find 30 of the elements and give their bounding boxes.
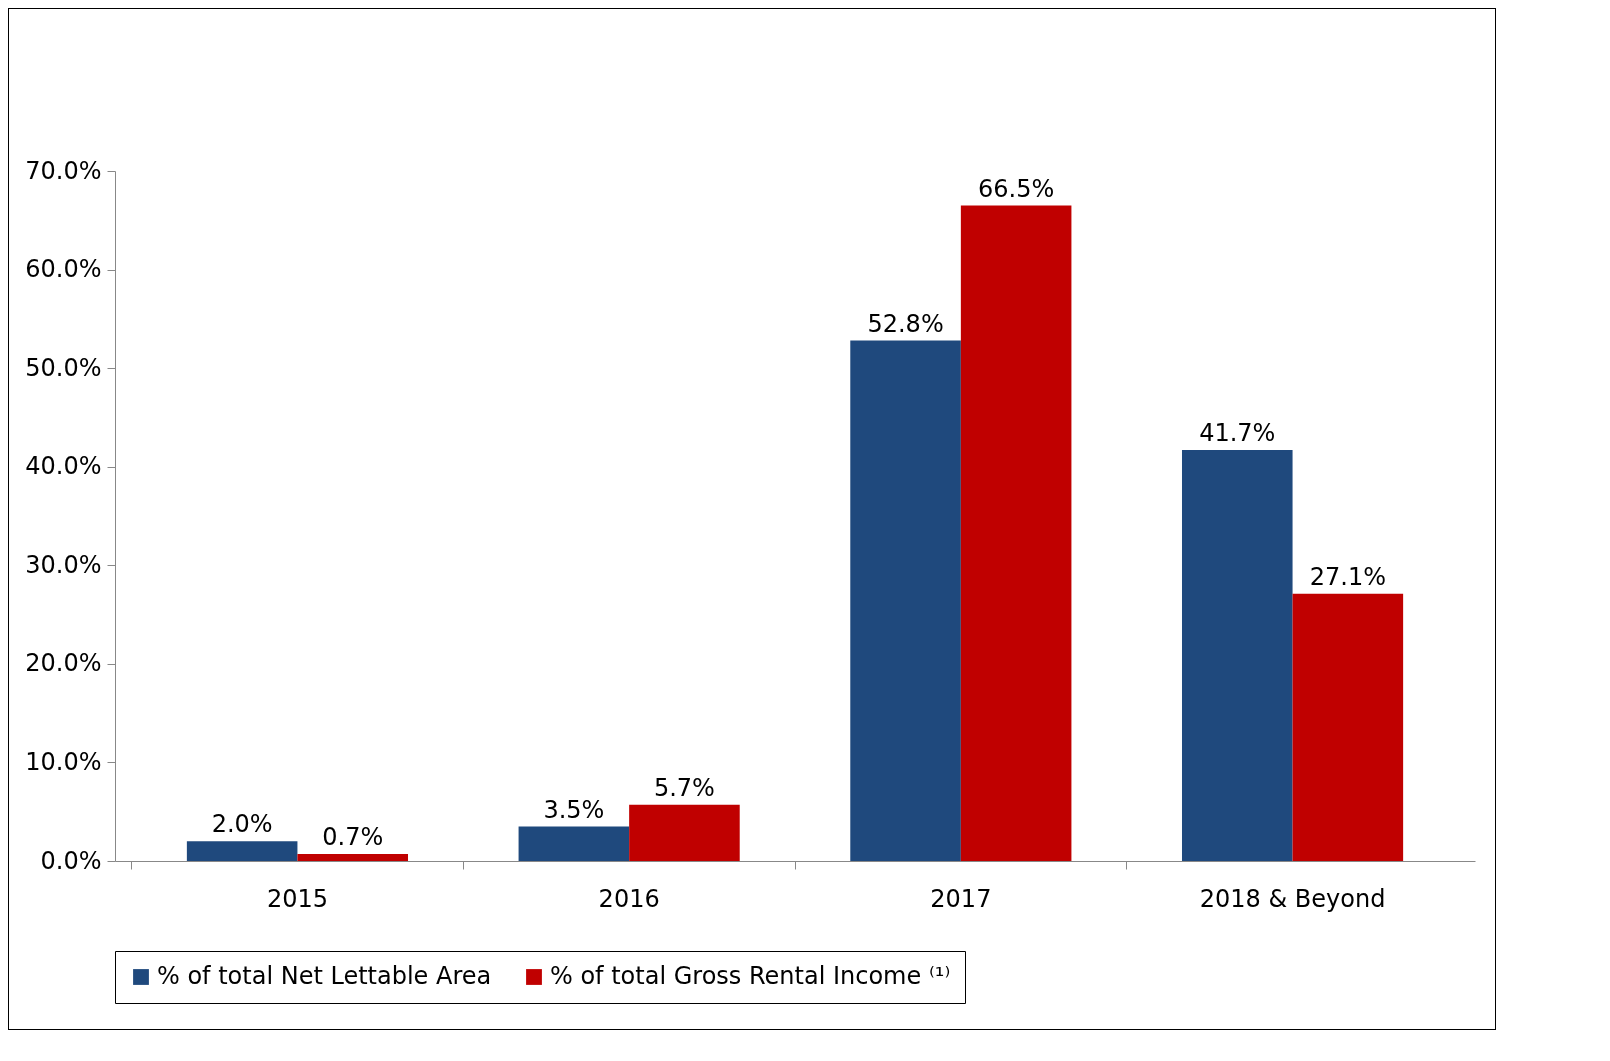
bar [629, 804, 740, 861]
data-label: 5.7% [653, 773, 715, 802]
bar [297, 854, 409, 861]
x-tick-label: 2017 [930, 884, 992, 913]
x-tick-label: 2018 & Beyond [1199, 884, 1386, 913]
data-label: 3.5% [543, 795, 605, 824]
data-label: 41.7% [1199, 418, 1276, 447]
y-tick-label: 40.0% [25, 452, 102, 481]
bar [518, 826, 630, 861]
bar [1181, 449, 1293, 861]
bar [186, 841, 298, 861]
x-tick-label: 2016 [598, 884, 660, 913]
y-tick-label: 20.0% [25, 649, 102, 678]
data-label: 27.1% [1309, 562, 1386, 591]
data-label: 2.0% [211, 810, 273, 839]
y-tick-label: 30.0% [25, 550, 102, 579]
data-label: 66.5% [978, 174, 1055, 203]
legend-label: % of total Gross Rental Income ⁽¹⁾ [550, 962, 951, 990]
y-tick-label: 60.0% [25, 255, 102, 284]
x-tick-label: 2015 [266, 884, 328, 913]
data-label: 52.8% [867, 309, 944, 338]
legend-label: % of total Net Lettable Area [157, 962, 492, 990]
bar [1292, 593, 1404, 861]
y-tick-label: 10.0% [25, 747, 102, 776]
bar [850, 340, 961, 861]
y-tick-label: 0.0% [40, 846, 102, 875]
data-label: 0.7% [322, 823, 384, 852]
bar [960, 205, 1072, 861]
y-tick-label: 50.0% [25, 353, 102, 382]
y-tick-label: 70.0% [25, 156, 102, 185]
